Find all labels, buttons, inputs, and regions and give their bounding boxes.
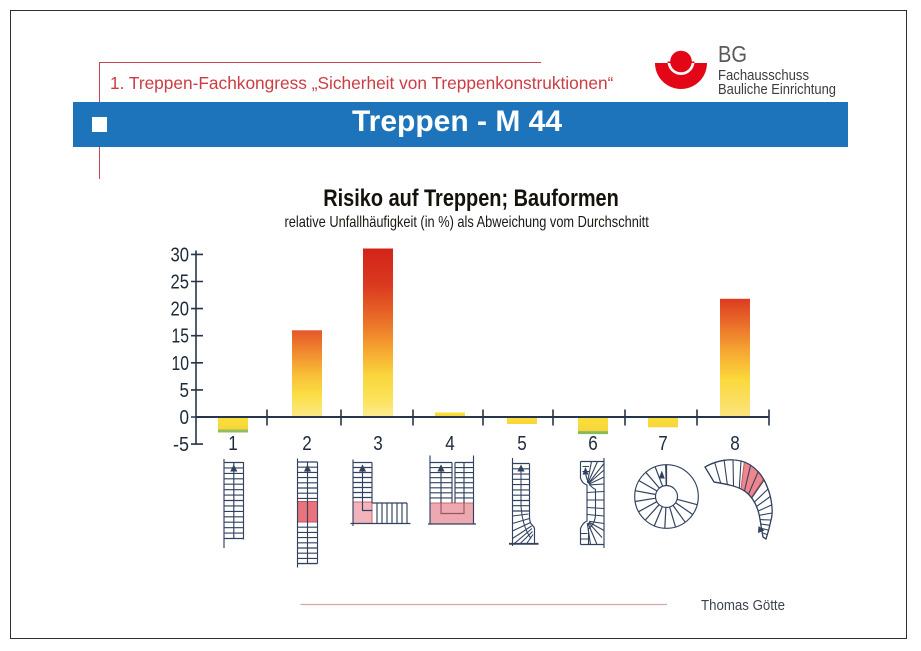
svg-text:8: 8 — [730, 433, 740, 455]
svg-text:-5: -5 — [173, 434, 189, 456]
svg-text:25: 25 — [171, 272, 190, 294]
svg-text:6: 6 — [588, 433, 598, 455]
svg-text:4: 4 — [445, 433, 455, 455]
svg-text:0: 0 — [180, 407, 190, 429]
svg-text:Bauliche Einrichtung: Bauliche Einrichtung — [718, 82, 836, 98]
svg-text:10: 10 — [172, 353, 190, 375]
svg-text:5: 5 — [180, 380, 190, 402]
svg-text:20: 20 — [171, 299, 190, 321]
svg-text:2: 2 — [302, 433, 312, 455]
svg-text:3: 3 — [373, 433, 383, 455]
svg-text:BG: BG — [718, 41, 747, 67]
svg-text:5: 5 — [517, 433, 527, 455]
svg-text:Thomas Götte: Thomas Götte — [701, 597, 785, 614]
svg-text:1: 1 — [228, 433, 238, 455]
svg-text:7: 7 — [658, 433, 668, 455]
svg-text:Fachausschuss: Fachausschuss — [718, 68, 809, 84]
svg-text:30: 30 — [171, 244, 190, 266]
svg-text:15: 15 — [172, 326, 190, 348]
